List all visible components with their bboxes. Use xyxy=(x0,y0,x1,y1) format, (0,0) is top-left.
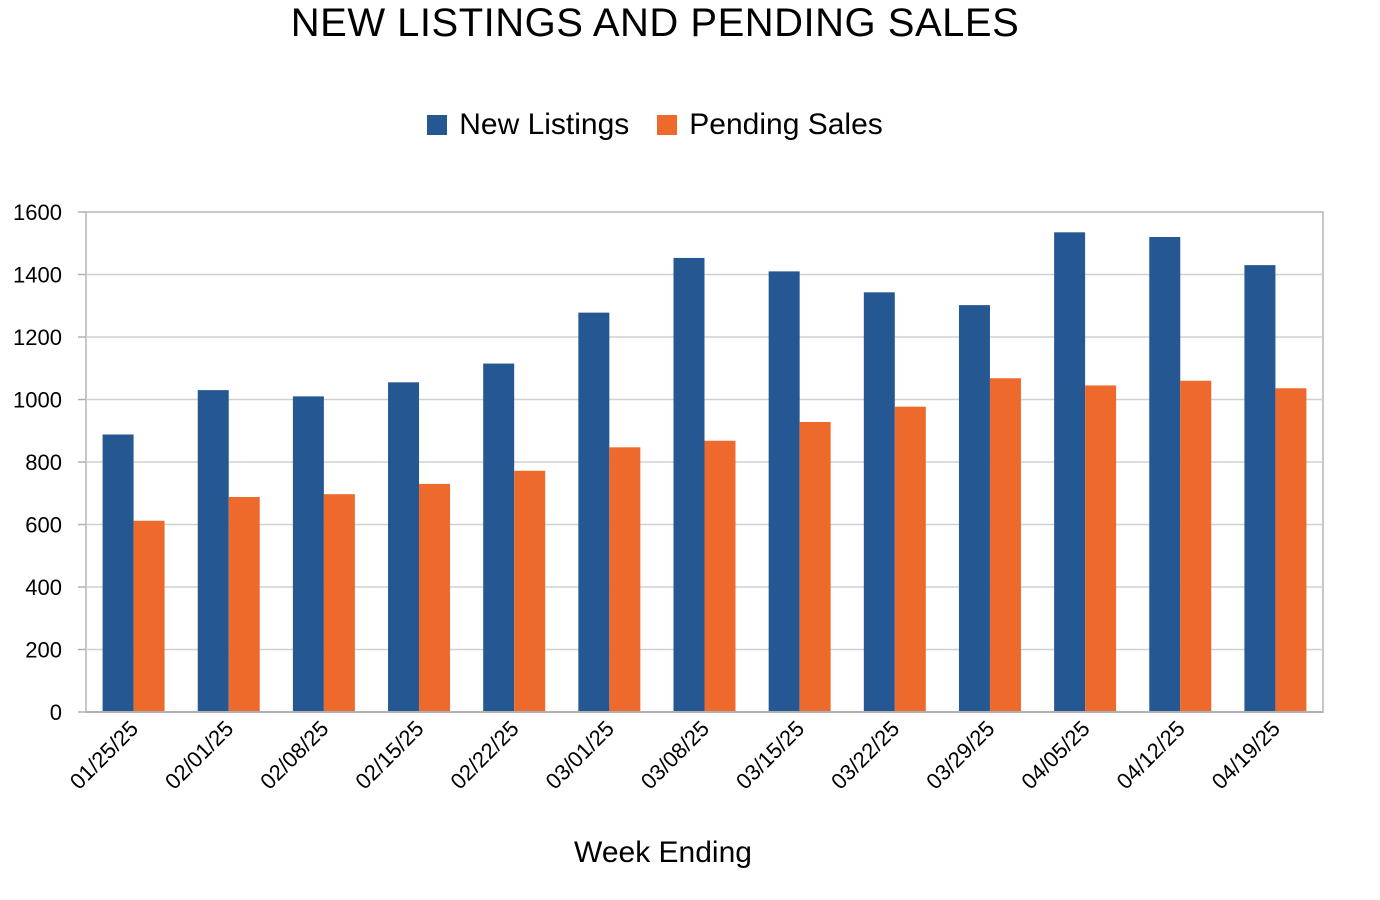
chart-title: NEW LISTINGS AND PENDING SALES xyxy=(290,1,1020,45)
x-tick-label: 03/08/25 xyxy=(636,716,714,794)
x-tick-label: 03/01/25 xyxy=(541,716,619,794)
y-tick-label: 200 xyxy=(25,638,62,663)
y-tick-label: 800 xyxy=(25,450,62,475)
bar-pending-sales xyxy=(419,483,451,712)
x-axis-title: Week Ending xyxy=(574,836,752,869)
bar-new-listings xyxy=(102,434,134,712)
bar-new-listings xyxy=(1149,237,1181,712)
x-tick-label: 04/05/25 xyxy=(1016,716,1094,794)
bar-new-listings xyxy=(863,292,895,712)
bar-pending-sales xyxy=(799,422,831,712)
legend: New Listings Pending Sales xyxy=(0,108,1310,142)
bar-new-listings xyxy=(388,382,420,712)
legend-item-pending-sales: Pending Sales xyxy=(657,108,883,142)
bar-pending-sales xyxy=(1085,385,1117,712)
y-tick-label: 1600 xyxy=(13,200,62,225)
bar-new-listings xyxy=(197,390,229,712)
bar-new-listings xyxy=(578,312,610,712)
bar-new-listings xyxy=(1054,232,1086,712)
bar-pending-sales xyxy=(133,520,165,712)
bar-pending-sales xyxy=(1180,380,1212,712)
x-tick-label: 02/22/25 xyxy=(445,716,523,794)
x-tick-label: 04/12/25 xyxy=(1112,716,1190,794)
y-tick-label: 1400 xyxy=(13,263,62,288)
bar-new-listings xyxy=(483,363,515,712)
legend-label-new-listings: New Listings xyxy=(459,108,630,141)
legend-swatch-new-listings xyxy=(427,115,448,135)
x-tick-label: 04/19/25 xyxy=(1207,716,1285,794)
x-tick-label: 03/15/25 xyxy=(731,716,809,794)
bar-new-listings xyxy=(292,396,324,712)
y-tick-label: 1200 xyxy=(13,325,62,350)
y-tick-label: 1000 xyxy=(13,388,62,413)
bar-pending-sales xyxy=(704,440,736,712)
bar-pending-sales xyxy=(609,447,641,712)
bar-new-listings xyxy=(673,257,705,712)
bar-pending-sales xyxy=(514,470,546,712)
bar-new-listings xyxy=(1244,265,1276,712)
y-tick-label: 0 xyxy=(50,700,62,725)
x-tick-label: 01/25/25 xyxy=(65,716,143,794)
bar-pending-sales xyxy=(323,494,355,712)
bar-new-listings xyxy=(768,271,800,712)
bar-pending-sales xyxy=(894,406,926,712)
y-tick-label: 400 xyxy=(25,575,62,600)
legend-item-new-listings: New Listings xyxy=(427,108,629,142)
y-tick-label: 600 xyxy=(25,513,62,538)
bar-new-listings xyxy=(958,305,990,712)
legend-swatch-pending-sales xyxy=(657,115,678,135)
bar-pending-sales xyxy=(1275,388,1307,712)
bar-pending-sales xyxy=(989,378,1021,712)
x-tick-label: 02/01/25 xyxy=(160,716,238,794)
x-tick-label: 02/15/25 xyxy=(350,716,428,794)
x-tick-label: 03/22/25 xyxy=(826,716,904,794)
x-tick-label: 02/08/25 xyxy=(255,716,333,794)
bar-pending-sales xyxy=(228,497,260,712)
legend-label-pending-sales: Pending Sales xyxy=(689,108,883,141)
x-tick-label: 03/29/25 xyxy=(921,716,999,794)
